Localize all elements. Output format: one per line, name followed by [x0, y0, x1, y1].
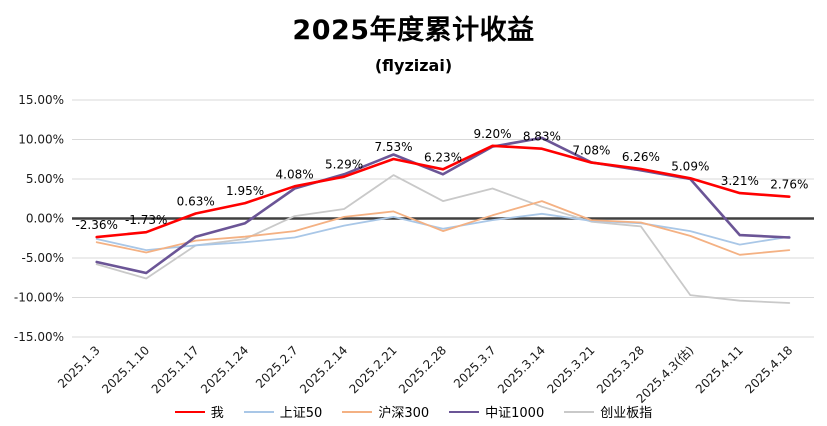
- legend-label: 中证1000: [485, 406, 545, 421]
- legend-item: 沪深300: [342, 402, 429, 421]
- legend-line-swatch: [564, 410, 595, 413]
- legend-item: 中证1000: [449, 402, 544, 421]
- legend-label: 我: [210, 406, 224, 421]
- chart-subtitle: (flyzizai): [374, 56, 453, 75]
- data-label: 0.63%: [177, 195, 215, 209]
- x-axis-tick-label: 2025.1.24: [198, 343, 251, 396]
- series-line-2: [95, 200, 791, 256]
- x-axis-tick-label: 2025.4.18: [742, 343, 795, 396]
- data-label: 1.95%: [226, 184, 264, 198]
- legend-label: 创业板指: [600, 406, 653, 421]
- x-axis-tick-label: 2025.3.7: [451, 343, 499, 391]
- data-label: 6.26%: [622, 150, 660, 164]
- x-axis-tick-label: 2025.3.28: [594, 343, 647, 396]
- legend-line-swatch: [243, 410, 274, 413]
- x-axis-tick-label: 2025.2.14: [297, 343, 350, 396]
- x-axis-tick-label: 2025.2.7: [253, 343, 301, 391]
- legend-line-swatch: [449, 410, 480, 413]
- data-label: -2.36%: [75, 218, 117, 232]
- y-axis-tick-label: 10.00%: [18, 133, 64, 147]
- legend-item: 我: [174, 402, 224, 421]
- chart-title: 2025年度累计收益: [292, 15, 535, 46]
- data-label: 8.83%: [523, 130, 561, 144]
- x-axis-tick-label: 2025.2.28: [396, 343, 449, 396]
- data-label: 9.20%: [473, 127, 511, 141]
- data-label: 3.21%: [721, 174, 759, 188]
- chart-legend: 我 上证50 沪深300 中证1000 创业板指: [0, 402, 827, 421]
- y-axis-tick-label: -10.00%: [14, 291, 64, 305]
- x-axis-tick-label: 2025.4.11: [693, 343, 746, 396]
- data-label: 5.09%: [671, 159, 709, 173]
- data-label: 7.08%: [572, 144, 610, 158]
- y-axis-tick-label: -15.00%: [14, 330, 64, 344]
- legend-line-swatch: [174, 410, 205, 413]
- legend-label: 沪深300: [378, 406, 430, 421]
- x-axis-tick-label: 2025.1.10: [99, 343, 152, 396]
- series-line-1: [95, 212, 791, 252]
- legend-label: 上证50: [279, 406, 323, 421]
- data-label: -1.73%: [125, 213, 167, 227]
- series-line-4: [95, 174, 791, 304]
- x-axis-tick-label: 2025.1.17: [149, 343, 202, 396]
- x-axis-tick-label: 2025.1.3: [55, 343, 103, 391]
- data-label: 4.08%: [276, 167, 314, 181]
- legend-item: 创业板指: [564, 402, 652, 421]
- data-label: 5.29%: [325, 158, 363, 172]
- data-label: 2.76%: [770, 178, 808, 192]
- legend-item: 上证50: [243, 402, 323, 421]
- y-axis-tick-label: -5.00%: [22, 251, 64, 265]
- x-axis-tick-label: 2025.3.14: [495, 343, 548, 396]
- data-label: 6.23%: [424, 150, 462, 164]
- x-axis-tick-label: 2025.3.21: [544, 343, 597, 396]
- x-axis-tick-label: 2025.2.21: [347, 343, 400, 396]
- series-line-0: [95, 144, 791, 239]
- y-axis-tick-label: 0.00%: [26, 212, 64, 226]
- legend-line-swatch: [342, 410, 373, 413]
- data-label: 7.53%: [374, 140, 412, 154]
- y-axis-tick-label: 5.00%: [26, 172, 64, 186]
- y-axis-tick-label: 15.00%: [18, 93, 64, 107]
